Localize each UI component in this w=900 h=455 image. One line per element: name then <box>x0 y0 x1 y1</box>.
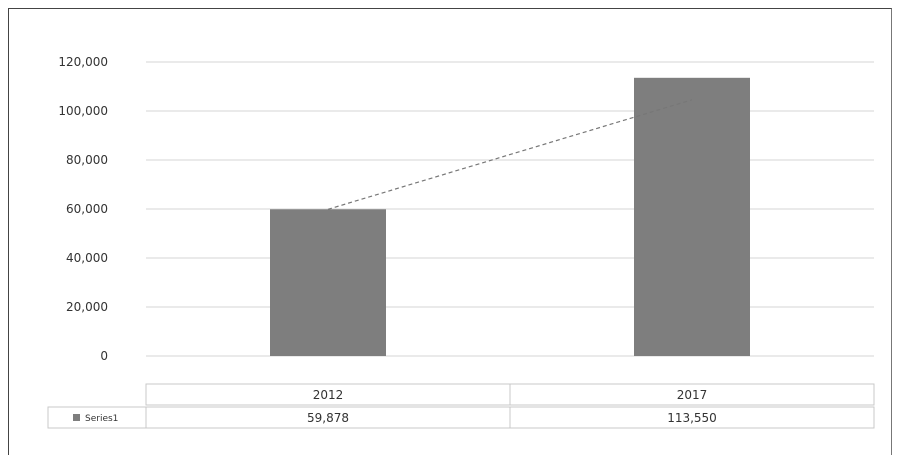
legend-label: Series1 <box>85 414 118 424</box>
data-label: 113,550 <box>667 411 717 425</box>
y-tick-label: 100,000 <box>58 104 108 118</box>
bar-2012 <box>270 209 386 356</box>
chart-frame <box>8 8 892 455</box>
bar-2017 <box>634 77 750 357</box>
x-category-label: 2017 <box>677 388 708 402</box>
y-tick-label: 20,000 <box>66 300 108 314</box>
legend-cell <box>47 406 147 429</box>
y-tick-label: 80,000 <box>66 153 108 167</box>
y-tick-label: 0 <box>100 349 108 363</box>
legend-swatch <box>73 414 80 421</box>
table-value-cell <box>509 406 875 429</box>
y-tick-label: 40,000 <box>66 251 108 265</box>
x-category-label: 2012 <box>313 388 344 402</box>
data-label: 59,878 <box>307 411 349 425</box>
y-tick-label: 60,000 <box>66 202 108 216</box>
table-header-cell <box>509 383 875 406</box>
connector-line <box>327 99 693 210</box>
y-tick-label: 120,000 <box>58 55 108 69</box>
